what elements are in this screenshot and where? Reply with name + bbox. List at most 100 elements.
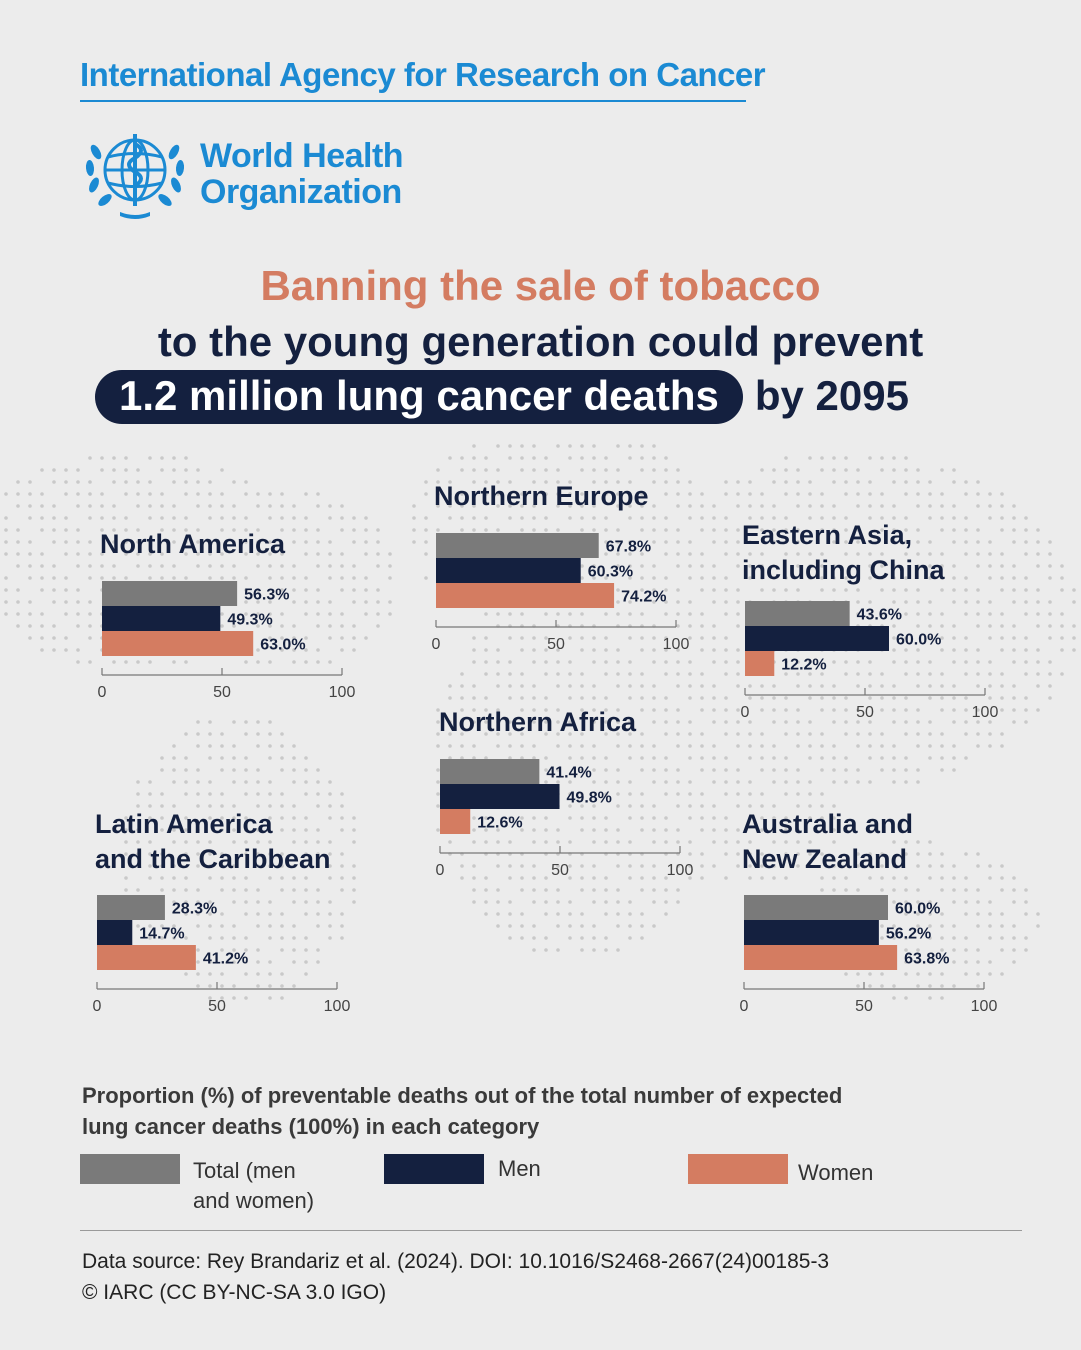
map-dot — [796, 792, 800, 796]
map-dot — [676, 744, 680, 748]
map-dot — [484, 468, 488, 472]
map-dot — [688, 516, 692, 520]
map-dot — [268, 564, 272, 568]
map-dot — [292, 564, 296, 568]
map-dot — [316, 564, 320, 568]
map-dot — [772, 588, 776, 592]
map-dot — [700, 732, 704, 736]
map-dot — [388, 564, 392, 568]
map-dot — [796, 732, 800, 736]
map-dot — [676, 708, 680, 712]
map-dot — [952, 864, 956, 868]
map-dot — [52, 600, 56, 604]
legend-label-total-line1: Total (men — [193, 1158, 296, 1183]
map-dot — [112, 504, 116, 508]
map-dot — [472, 900, 476, 904]
map-dot — [640, 744, 644, 748]
map-dot — [544, 948, 548, 952]
map-dot — [340, 852, 344, 856]
map-dot — [688, 660, 692, 664]
map-dot — [544, 912, 548, 916]
map-dot — [832, 456, 836, 460]
map-dot — [712, 828, 716, 832]
map-dot — [112, 468, 116, 472]
map-dot — [976, 504, 980, 508]
map-dot — [580, 924, 584, 928]
map-dot — [760, 732, 764, 736]
x-tick-label: 100 — [329, 684, 356, 701]
map-dot — [496, 924, 500, 928]
data-label-total: 43.6% — [857, 607, 902, 624]
map-dot — [628, 924, 632, 928]
map-dot — [172, 480, 176, 484]
map-dot — [4, 528, 8, 532]
map-dot — [328, 564, 332, 568]
map-dot — [712, 744, 716, 748]
map-dot — [664, 468, 668, 472]
map-dot — [904, 588, 908, 592]
map-dot — [1060, 648, 1064, 652]
map-dot — [844, 456, 848, 460]
map-dot — [568, 924, 572, 928]
map-dot — [256, 720, 260, 724]
chart-northern-africa: 41.4% 49.8% 12.6% 0 50 100 — [436, 759, 693, 879]
map-dot — [1036, 612, 1040, 616]
data-label-total: 28.3% — [172, 901, 217, 918]
map-dot — [160, 456, 164, 460]
map-dot — [928, 840, 932, 844]
map-dot — [724, 492, 728, 496]
map-dot — [1036, 672, 1040, 676]
map-dot — [796, 744, 800, 748]
map-dot — [868, 732, 872, 736]
map-dot — [460, 684, 464, 688]
map-dot — [640, 468, 644, 472]
map-dot — [148, 492, 152, 496]
map-dot — [268, 516, 272, 520]
map-dot — [448, 696, 452, 700]
map-dot — [640, 444, 644, 448]
map-dot — [1048, 564, 1052, 568]
map-dot — [568, 744, 572, 748]
footer-source: Data source: Rey Brandariz et al. (2024)… — [82, 1246, 829, 1308]
map-dot — [292, 768, 296, 772]
x-tick-label: 0 — [432, 636, 441, 653]
map-dot — [880, 588, 884, 592]
map-dot — [808, 480, 812, 484]
x-tick-label: 50 — [213, 684, 231, 701]
map-dot — [580, 672, 584, 676]
map-dot — [340, 828, 344, 832]
map-dot — [472, 888, 476, 892]
map-dot — [472, 660, 476, 664]
map-dot — [640, 696, 644, 700]
map-dot — [664, 660, 668, 664]
map-dot — [616, 900, 620, 904]
map-dot — [256, 492, 260, 496]
map-dot — [1024, 888, 1028, 892]
map-dot — [64, 588, 68, 592]
map-dot — [988, 744, 992, 748]
map-dot — [532, 900, 536, 904]
map-dot — [736, 492, 740, 496]
map-dot — [724, 828, 728, 832]
map-dot — [256, 792, 260, 796]
map-dot — [1060, 624, 1064, 628]
map-dot — [796, 468, 800, 472]
map-dot — [820, 492, 824, 496]
map-dot — [916, 492, 920, 496]
map-dot — [976, 852, 980, 856]
map-dot — [892, 756, 896, 760]
map-dot — [592, 444, 596, 448]
map-dot — [700, 504, 704, 508]
map-dot — [976, 492, 980, 496]
x-tick-label: 50 — [547, 636, 565, 653]
map-dot — [664, 720, 668, 724]
map-dot — [580, 684, 584, 688]
map-dot — [256, 504, 260, 508]
map-dot — [304, 492, 308, 496]
map-dot — [208, 744, 212, 748]
map-dot — [856, 744, 860, 748]
map-dot — [664, 492, 668, 496]
map-dot — [376, 588, 380, 592]
data-label-men: 60.3% — [588, 564, 633, 581]
map-dot — [592, 924, 596, 928]
